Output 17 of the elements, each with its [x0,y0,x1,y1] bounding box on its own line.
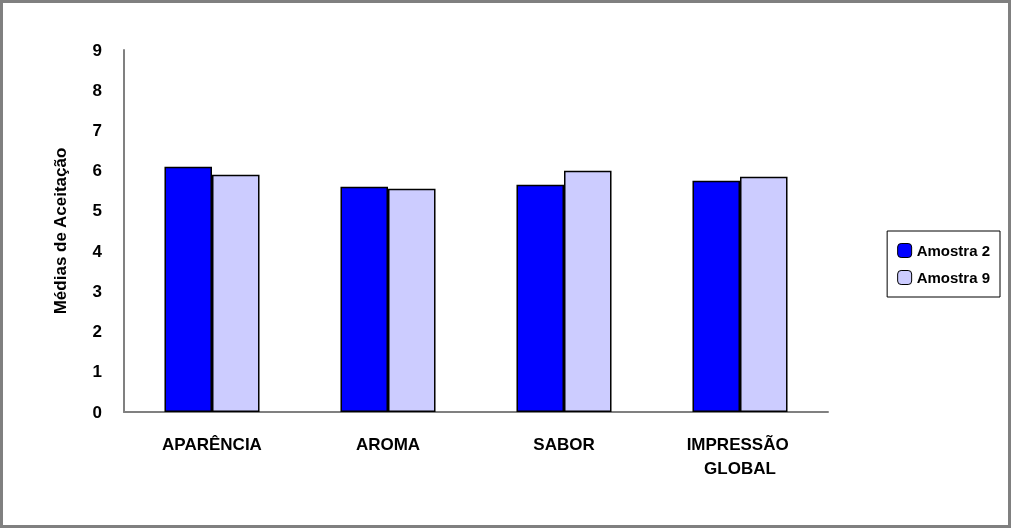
y-tick-label: 6 [92,161,102,181]
y-tick-label: 2 [92,322,102,342]
y-tick-label: 9 [92,40,102,60]
legend-label: Amostra 9 [916,269,990,286]
y-tick-label: 3 [92,281,102,301]
x-tick-label: APARÊNCIA [162,434,262,454]
y-tick-label: 5 [92,201,102,221]
x-tick-label: AROMA [355,434,421,454]
y-tick-label: 8 [92,80,102,100]
x-tick-label: SABOR [533,434,595,454]
y-tick-label: 4 [92,241,103,261]
legend-label: Amostra 2 [916,242,990,259]
y-axis-title: Médias de Aceitação [51,147,70,315]
y-tick-label: 0 [92,402,102,422]
y-tick-label: 7 [92,120,102,140]
y-tick-label: 1 [92,362,102,382]
x-tick-label: IMPRESSÃO GLOBAL [686,433,794,478]
